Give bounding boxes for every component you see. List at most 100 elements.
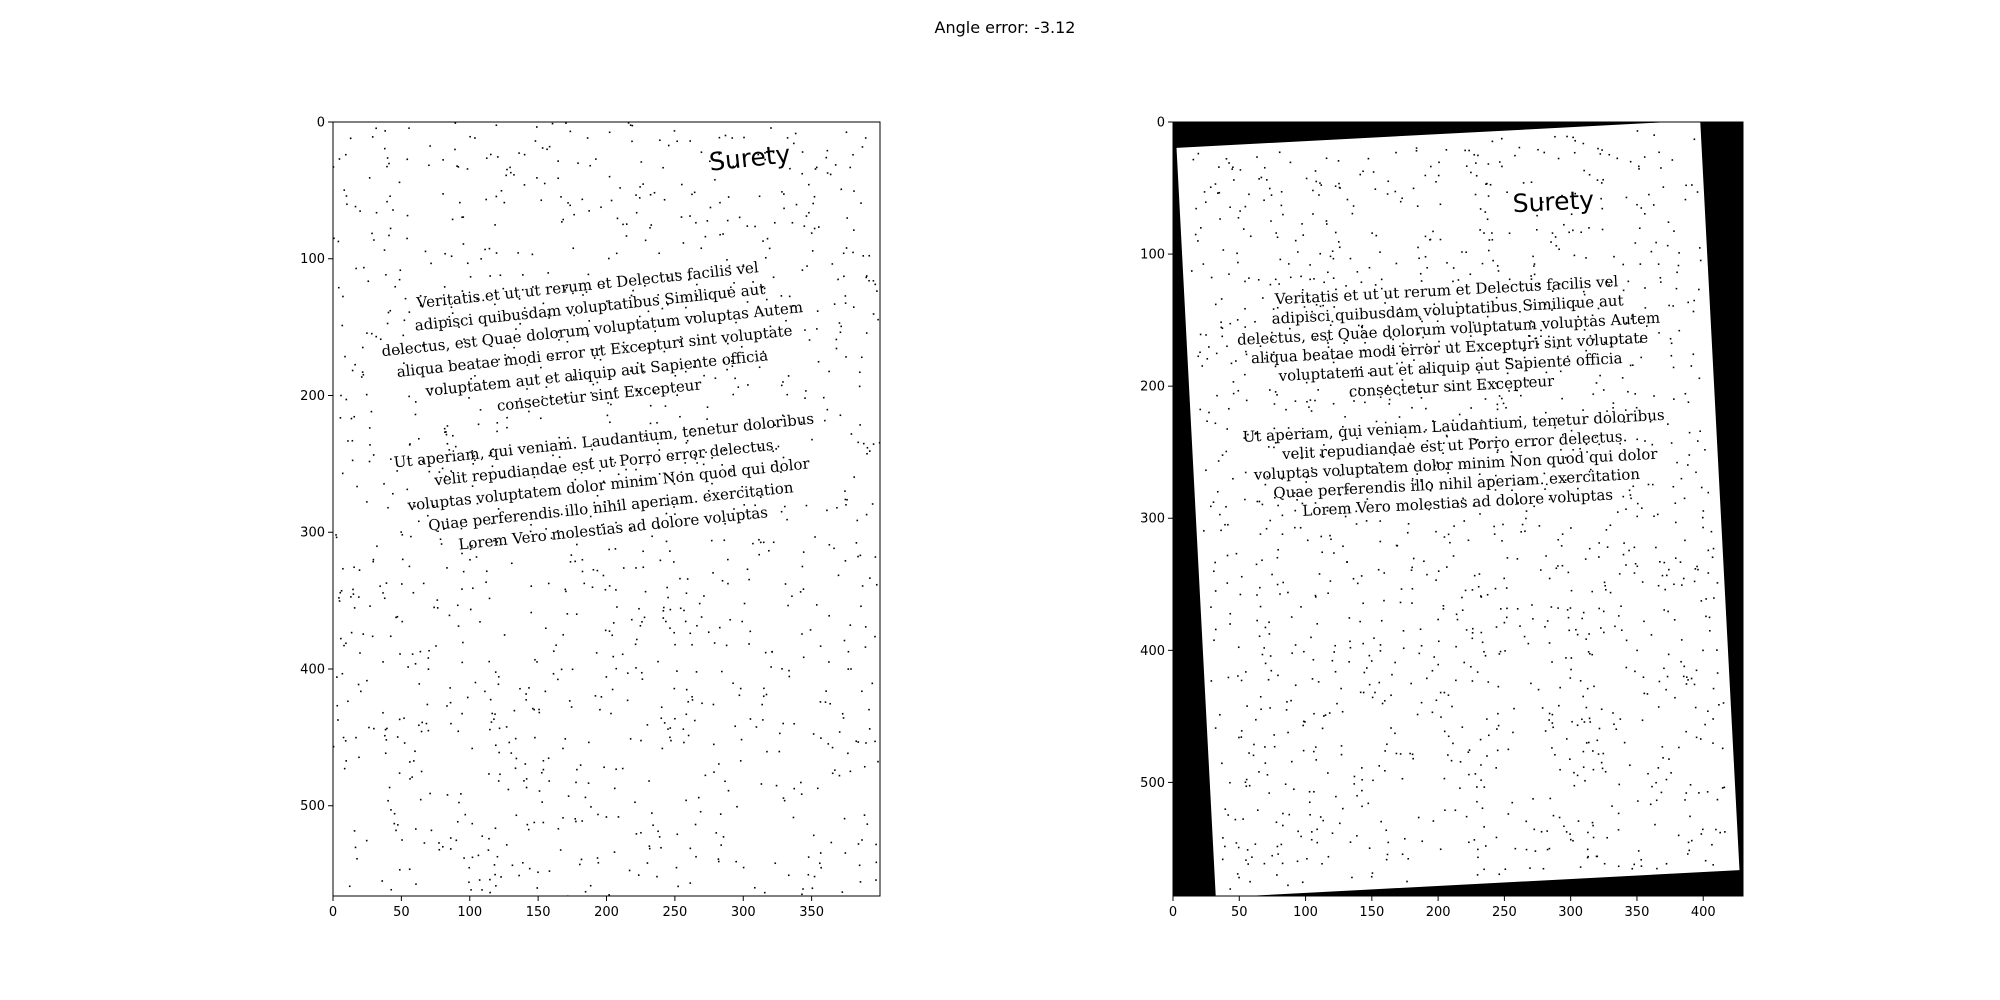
noise-dot [1231, 168, 1234, 170]
noise-dot [684, 462, 687, 464]
noise-dot [461, 712, 463, 715]
noise-dot [343, 644, 345, 647]
noise-dot [1270, 669, 1273, 672]
noise-dot [526, 364, 529, 367]
noise-dot [440, 543, 443, 545]
noise-dot [1222, 249, 1225, 251]
noise-dot [1600, 708, 1603, 711]
noise-dot [691, 698, 694, 701]
noise-dot [1524, 349, 1526, 351]
noise-dot [1437, 570, 1440, 573]
noise-dot [1383, 572, 1386, 574]
noise-dot [608, 175, 611, 178]
noise-dot [1716, 672, 1719, 674]
noise-dot [1361, 778, 1363, 781]
noise-dot [844, 490, 846, 493]
noise-dot [356, 857, 358, 860]
noise-dot [1665, 688, 1667, 691]
noise-dot [1276, 583, 1279, 586]
noise-dot [1680, 639, 1683, 641]
noise-dot [864, 646, 867, 648]
noise-dot [414, 400, 417, 403]
noise-dot [1264, 357, 1266, 360]
noise-dot [1665, 574, 1668, 577]
noise-dot [1562, 433, 1564, 436]
noise-dot [1569, 838, 1572, 841]
noise-dot [1544, 625, 1546, 628]
noise-dot [1194, 233, 1197, 236]
noise-dot [1513, 707, 1515, 710]
noise-dot [683, 741, 685, 744]
noise-dot [770, 127, 772, 129]
noise-dot [1510, 451, 1513, 453]
noise-dot [1689, 815, 1691, 818]
noise-dot [1537, 148, 1539, 151]
noise-dot [353, 830, 356, 832]
noise-dot [1716, 582, 1719, 584]
noise-dot [1428, 481, 1430, 483]
noise-dot [1662, 186, 1665, 188]
noise-dot [739, 759, 742, 762]
noise-dot [1379, 540, 1382, 543]
noise-dot [1365, 520, 1368, 522]
noise-dot [1314, 596, 1317, 598]
noise-dot [1260, 176, 1263, 179]
noise-dot [815, 603, 818, 606]
noise-dot [460, 527, 463, 530]
noise-dot [1374, 691, 1376, 694]
noise-dot [1585, 706, 1588, 709]
noise-dot [544, 690, 547, 693]
noise-dot [1269, 283, 1272, 286]
noise-dot [1507, 748, 1510, 751]
noise-dot [732, 165, 735, 168]
noise-dot [615, 667, 618, 670]
noise-dot [1214, 727, 1217, 729]
noise-dot [860, 202, 862, 204]
noise-dot [589, 515, 592, 518]
noise-dot [565, 590, 567, 593]
noise-dot [666, 303, 669, 306]
noise-dot [808, 211, 810, 214]
noise-dot [1705, 615, 1707, 618]
noise-dot [1224, 808, 1227, 811]
noise-dot [1605, 529, 1608, 531]
noise-dot [1564, 456, 1567, 459]
noise-dot [1666, 244, 1669, 247]
noise-dot [1439, 848, 1442, 851]
noise-dot [428, 164, 430, 167]
noise-dot [1197, 240, 1199, 242]
noise-dot [1601, 767, 1604, 770]
noise-dot [610, 199, 613, 202]
noise-dot [842, 275, 845, 278]
noise-dot [584, 890, 587, 893]
noise-dot [783, 505, 786, 508]
noise-dot [835, 338, 838, 341]
noise-dot [548, 145, 551, 148]
noise-dot [1499, 650, 1502, 653]
noise-dot [379, 585, 382, 588]
noise-dot [426, 514, 429, 517]
noise-dot [345, 398, 348, 401]
noise-dot [871, 503, 874, 505]
noise-dot [1661, 574, 1664, 577]
noise-dot [1331, 659, 1334, 662]
noise-dot [1452, 267, 1455, 269]
noise-dot [669, 608, 672, 611]
y-tick-label: 500 [1140, 776, 1165, 791]
noise-dot [442, 192, 444, 195]
noise-dot [1656, 867, 1658, 870]
noise-dot [482, 299, 485, 302]
noise-dot [427, 657, 430, 659]
noise-dot [594, 694, 597, 697]
noise-dot [667, 728, 669, 730]
noise-dot [359, 210, 361, 213]
noise-dot [603, 766, 605, 769]
noise-dot [1294, 526, 1296, 529]
noise-dot [1226, 428, 1229, 430]
noise-dot [1577, 487, 1579, 490]
noise-dot [454, 445, 457, 448]
noise-dot [1398, 416, 1401, 418]
noise-dot [673, 631, 676, 634]
noise-dot [1694, 568, 1697, 570]
noise-dot [758, 553, 761, 556]
